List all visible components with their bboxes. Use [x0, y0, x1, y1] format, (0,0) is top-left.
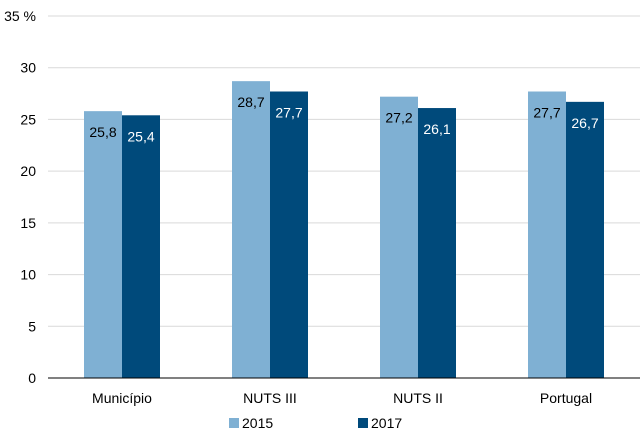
legend-swatch-2017 — [358, 418, 368, 428]
legend: 2015 2017 — [229, 415, 402, 431]
bar-2015-2 — [380, 96, 418, 378]
data-label: 27,7 — [533, 105, 560, 121]
bar-2017-2 — [418, 108, 456, 379]
y-tick-label: 25 — [20, 111, 36, 127]
legend-label: 2017 — [371, 415, 402, 431]
y-tick-label: 0 — [28, 370, 36, 386]
bar-2017-1 — [270, 91, 308, 378]
bar-2015-0 — [84, 111, 122, 378]
y-tick-label: 30 — [20, 60, 36, 76]
x-tick-label: NUTS III — [243, 390, 297, 406]
data-label: 26,1 — [423, 121, 450, 137]
y-tick-label: 35 % — [4, 8, 36, 24]
data-label: 27,7 — [275, 105, 302, 121]
y-tick-label: 5 — [28, 318, 36, 334]
data-label: 28,7 — [237, 94, 264, 110]
bar-2015-1 — [232, 81, 270, 378]
x-tick-label: Município — [92, 390, 152, 406]
y-tick-label: 10 — [20, 267, 36, 283]
x-axis-ticks: Município NUTS III NUTS II Portugal — [92, 390, 592, 406]
data-label: 25,8 — [89, 124, 116, 140]
data-labels: 25,8 25,4 28,7 27,7 27,2 26,1 27,7 26,7 — [89, 94, 598, 144]
x-tick-label: NUTS II — [393, 390, 443, 406]
bar-2017-3 — [566, 101, 604, 379]
data-label: 25,4 — [127, 128, 154, 144]
x-tick-label: Portugal — [540, 390, 592, 406]
legend-label: 2015 — [242, 415, 273, 431]
y-axis-ticks: 0 5 10 15 20 25 30 35 % — [4, 8, 36, 386]
legend-swatch-2015 — [229, 418, 239, 428]
bar-2015-3 — [528, 91, 566, 378]
y-tick-label: 20 — [20, 163, 36, 179]
y-tick-label: 15 — [20, 215, 36, 231]
bars — [84, 81, 604, 379]
data-label: 27,2 — [385, 110, 412, 126]
bar-2017-0 — [122, 115, 160, 378]
data-label: 26,7 — [571, 115, 598, 131]
